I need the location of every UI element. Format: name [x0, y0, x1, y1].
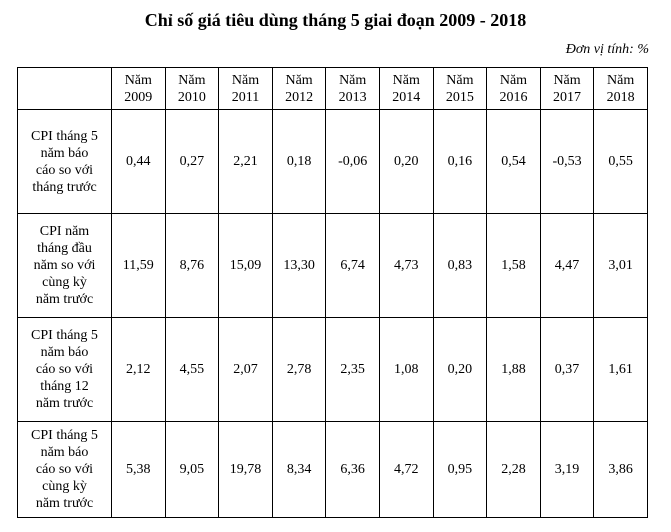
value-cell: 1,88: [486, 317, 541, 422]
year-header: Năm 2011: [218, 67, 273, 110]
value-cell: 0,20: [432, 317, 488, 422]
value-cell: 3,86: [593, 421, 648, 518]
row-label: CPI tháng 5 năm báo cáo so với cùng kỳ năm t…: [17, 421, 112, 518]
value-cell: -0,06: [325, 109, 380, 214]
row-label-line: năm báo: [40, 345, 89, 360]
year-header: Năm 2010: [164, 67, 220, 110]
row-label: CPI năm tháng đầu năm so với cùng kỳ năm trư…: [17, 213, 112, 318]
value-cell: 0,95: [432, 421, 488, 518]
value-cell: 6,36: [325, 421, 380, 518]
row-label-line: CPI tháng 5: [31, 128, 98, 144]
value-cell: 2,21: [218, 109, 273, 214]
row-label-line: năm so với: [33, 258, 96, 273]
value-cell: -0,53: [539, 109, 595, 214]
value-cell: 0,18: [271, 109, 327, 214]
row-label-line: tháng trước: [32, 179, 97, 195]
value-cell: 2,12: [111, 317, 166, 422]
value-cell: 19,78: [218, 421, 273, 518]
value-cell: 3,19: [539, 421, 595, 518]
row-label-line: năm trước: [35, 496, 94, 511]
value-cell: 0,16: [432, 109, 488, 214]
row-label-line: năm trước: [35, 292, 94, 307]
year-header: Năm 2014: [378, 67, 434, 110]
row-label-line: cáo so với: [35, 362, 94, 377]
value-cell: 2,78: [271, 317, 327, 422]
table-row: CPI tháng 5 năm báo cáo so với cùng kỳ năm t…: [17, 421, 648, 518]
value-cell: 13,30: [271, 213, 327, 318]
row-label-line: tháng đầu: [37, 241, 92, 256]
row-label-line: cùng kỳ: [42, 275, 87, 290]
value-cell: 11,59: [111, 213, 166, 318]
year-header: Năm 2017: [539, 67, 595, 110]
year-header: Năm 2015: [432, 67, 488, 110]
value-cell: 1,58: [486, 213, 541, 318]
corner-cell: [17, 67, 112, 110]
row-label: CPI tháng 5 năm báo cáo so với tháng trước: [17, 109, 112, 214]
value-cell: 0,20: [378, 109, 434, 214]
value-cell: 3,01: [593, 213, 648, 318]
value-cell: 2,35: [325, 317, 380, 422]
value-cell: 9,05: [164, 421, 220, 518]
year-header: Năm 2013: [325, 67, 380, 110]
unit-note: Đơn vị tính: %: [565, 42, 649, 57]
row-label-line: cùng kỳ: [42, 479, 87, 494]
value-cell: 5,38: [111, 421, 166, 518]
year-header: Năm 2016: [486, 67, 541, 110]
cpi-table: Năm 2009 Năm 2010 Năm 2011 Năm 2012 Năm 2013 …: [17, 67, 648, 518]
value-cell: 8,34: [271, 421, 327, 518]
row-label-line: CPI tháng 5: [31, 328, 98, 343]
value-cell: 0,83: [432, 213, 488, 318]
row-label-line: CPI tháng 5: [31, 428, 98, 443]
value-cell: 1,61: [593, 317, 648, 422]
value-cell: 1,08: [378, 317, 434, 422]
value-cell: 4,55: [164, 317, 220, 422]
row-label-line: năm báo: [40, 445, 89, 460]
header-row: Năm 2009 Năm 2010 Năm 2011 Năm 2012 Năm 2013 …: [17, 67, 648, 110]
table-row: CPI năm tháng đầu năm so với cùng kỳ năm trư…: [17, 213, 648, 318]
row-label-line: năm trước: [35, 396, 94, 411]
row-label-line: CPI năm: [39, 224, 90, 239]
row-label: CPI tháng 5 năm báo cáo so với tháng 12 năm …: [17, 317, 112, 422]
value-cell: 0,27: [164, 109, 220, 214]
value-cell: 0,54: [486, 109, 541, 214]
value-cell: 0,37: [539, 317, 595, 422]
page-title: Chỉ số giá tiêu dùng tháng 5 giai đoạn 2…: [144, 10, 527, 30]
year-header: Năm 2012: [271, 67, 327, 110]
value-cell: 4,72: [378, 421, 434, 518]
row-label-line: cáo so với: [35, 462, 94, 477]
value-cell: 4,73: [378, 213, 434, 318]
value-cell: 2,07: [218, 317, 273, 422]
value-cell: 0,55: [593, 109, 648, 214]
row-label-line: năm báo: [40, 145, 89, 161]
value-cell: 0,44: [111, 109, 166, 214]
row-label-line: tháng 12: [40, 379, 89, 394]
year-header: Năm 2009: [111, 67, 166, 110]
table-row: CPI tháng 5 năm báo cáo so với tháng trước 0…: [17, 109, 648, 214]
value-cell: 4,47: [539, 213, 595, 318]
value-cell: 2,28: [486, 421, 541, 518]
value-cell: 6,74: [325, 213, 380, 318]
row-label-line: cáo so với: [35, 162, 94, 178]
value-cell: 15,09: [218, 213, 273, 318]
value-cell: 8,76: [164, 213, 220, 318]
year-header: Năm 2018: [593, 67, 648, 110]
table-row: CPI tháng 5 năm báo cáo so với tháng 12 năm …: [17, 317, 648, 422]
